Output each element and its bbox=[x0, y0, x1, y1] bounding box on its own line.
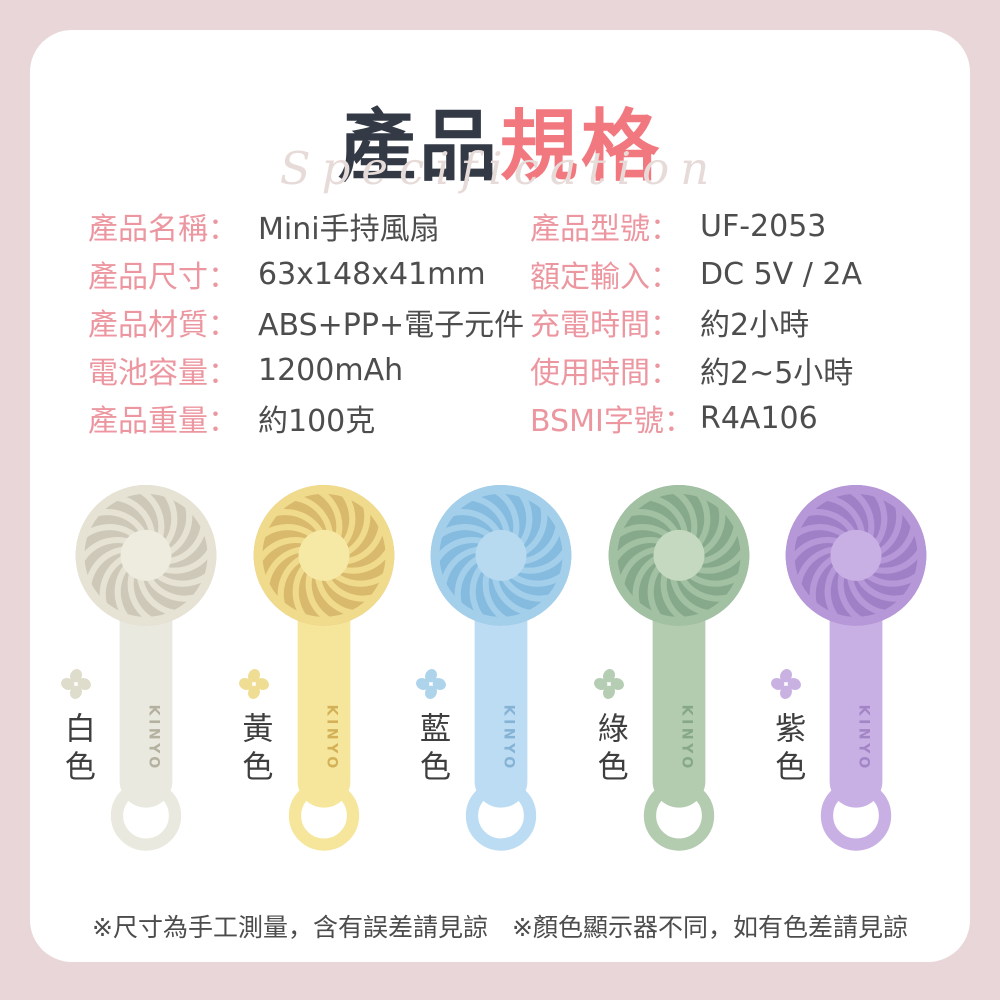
disclaimer-measurement: ※尺寸為手工測量，含有誤差請見諒 bbox=[92, 913, 488, 942]
spec-value: DC 5V / 2A bbox=[700, 256, 862, 292]
spec-value: UF-2053 bbox=[700, 208, 827, 244]
color-tag: 黃色 bbox=[236, 666, 272, 788]
spec-row-charge-time: 充電時間： 約2小時 bbox=[530, 298, 944, 346]
spec-table: 產品名稱： Mini手持風扇 產品尺寸： 63x148x41mm 產品材質： A… bbox=[88, 202, 944, 442]
content-card: 產品規格 Specification 產品名稱： Mini手持風扇 產品尺寸： … bbox=[30, 30, 970, 962]
disclaimer-note: ※尺寸為手工測量，含有誤差請見諒 ※顏色顯示器不同，如有色差請見諒 bbox=[30, 908, 970, 944]
spec-value: Mini手持風扇 bbox=[258, 212, 440, 247]
spec-label: 產品材質： bbox=[88, 308, 238, 343]
spec-row-product-name: 產品名稱： Mini手持風扇 bbox=[88, 202, 502, 250]
spec-row-rated-input: 額定輸入： DC 5V / 2A bbox=[530, 250, 944, 298]
spec-label: 充電時間： bbox=[530, 308, 680, 343]
clover-icon bbox=[768, 666, 804, 702]
spec-label: BSMI字號： bbox=[530, 404, 694, 439]
spec-row-battery: 電池容量： 1200mAh bbox=[88, 346, 502, 394]
spec-row-model: 產品型號： UF-2053 bbox=[530, 202, 944, 250]
spec-row-dimensions: 產品尺寸： 63x148x41mm bbox=[88, 250, 502, 298]
spec-value: 約100克 bbox=[258, 404, 376, 439]
color-name-label: 黃色 bbox=[236, 712, 273, 788]
spec-label: 產品尺寸： bbox=[88, 260, 238, 295]
spec-value: R4A106 bbox=[700, 400, 818, 436]
spec-value: 約2小時 bbox=[700, 308, 810, 343]
color-name-label: 綠色 bbox=[591, 712, 628, 788]
spec-column-right: 產品型號： UF-2053 額定輸入： DC 5V / 2A 充電時間： 約2小… bbox=[502, 202, 944, 442]
page-title: 產品規格 bbox=[30, 104, 970, 190]
color-tag: 藍色 bbox=[413, 666, 450, 788]
spec-row-material: 產品材質： ABS+PP+電子元件 bbox=[88, 298, 524, 346]
fan-variant-blue: 藍色 bbox=[411, 474, 589, 904]
clover-icon bbox=[591, 666, 627, 702]
page-title-dark: 產品 bbox=[337, 101, 500, 193]
clover-icon bbox=[236, 666, 272, 702]
color-name-label: 紫色 bbox=[769, 712, 806, 788]
spec-value: 63x148x41mm bbox=[258, 256, 486, 292]
clover-icon bbox=[413, 666, 449, 702]
spec-row-usage-time: 使用時間： 約2~5小時 bbox=[530, 346, 944, 394]
spec-value: 約2~5小時 bbox=[700, 356, 854, 391]
fan-variant-yellow: 黃色 bbox=[234, 474, 412, 904]
disclaimer-color: ※顏色顯示器不同，如有色差請見諒 bbox=[512, 913, 908, 942]
color-tag: 紫色 bbox=[768, 666, 806, 788]
spec-label: 電池容量： bbox=[88, 356, 238, 391]
spec-row-weight: 產品重量： 約100克 bbox=[88, 394, 502, 442]
color-name-label: 白色 bbox=[58, 712, 95, 788]
spec-label: 產品重量： bbox=[88, 404, 238, 439]
fan-variant-purple: 紫色 bbox=[766, 474, 944, 904]
color-tag: 白色 bbox=[58, 666, 95, 788]
page-title-pink: 規格 bbox=[500, 101, 663, 193]
clover-icon bbox=[58, 666, 94, 702]
spec-column-left: 產品名稱： Mini手持風扇 產品尺寸： 63x148x41mm 產品材質： A… bbox=[88, 202, 524, 442]
spec-label: 產品名稱： bbox=[88, 212, 238, 247]
spec-row-bsmi: BSMI字號： R4A106 bbox=[530, 394, 944, 442]
spec-value: ABS+PP+電子元件 bbox=[258, 308, 525, 343]
color-tag: 綠色 bbox=[591, 666, 628, 788]
fan-variant-green: 綠色 bbox=[589, 474, 767, 904]
spec-value: 1200mAh bbox=[258, 352, 404, 388]
color-name-label: 藍色 bbox=[414, 712, 450, 788]
spec-label: 額定輸入： bbox=[530, 260, 680, 295]
page-subtitle-script: Specification bbox=[279, 142, 721, 195]
spec-label: 產品型號： bbox=[530, 212, 680, 247]
fan-variants-row: 白色 黃色 藍色 綠色 bbox=[56, 474, 944, 904]
spec-label: 使用時間： bbox=[530, 356, 680, 391]
fan-variant-white: 白色 bbox=[56, 474, 234, 904]
